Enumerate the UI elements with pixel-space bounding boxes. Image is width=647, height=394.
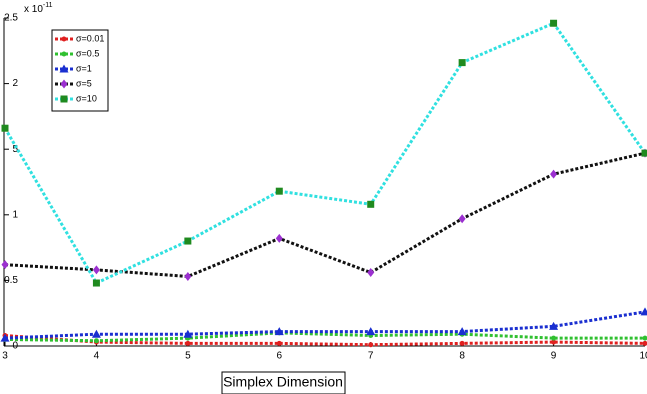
- marker: [459, 340, 465, 346]
- marker: [549, 321, 559, 330]
- y-multiplier-base: x 10: [24, 4, 43, 15]
- marker: [92, 279, 100, 287]
- legend-label: σ=10: [76, 93, 97, 103]
- marker: [60, 79, 68, 89]
- x-tick-label: 5: [185, 351, 191, 362]
- marker: [93, 338, 99, 344]
- marker: [1, 260, 9, 270]
- marker: [641, 149, 647, 157]
- marker: [642, 340, 647, 346]
- marker: [551, 335, 557, 341]
- marker: [367, 200, 375, 208]
- marker: [183, 329, 193, 338]
- marker: [274, 327, 284, 336]
- marker: [185, 340, 191, 346]
- marker: [276, 340, 282, 346]
- marker: [642, 335, 647, 341]
- marker: [92, 265, 100, 275]
- y-tick-label: 2: [12, 78, 18, 89]
- marker: [550, 19, 558, 27]
- marker: [1, 124, 9, 132]
- x-label-box: [221, 371, 346, 394]
- y-tick-label: 0: [12, 341, 18, 352]
- x-tick-label: 4: [94, 351, 100, 362]
- marker: [640, 307, 647, 316]
- marker: [457, 327, 467, 336]
- series-line: [4, 310, 646, 340]
- marker: [550, 169, 558, 179]
- series: [1, 148, 647, 281]
- marker: [0, 333, 10, 342]
- marker: [61, 36, 67, 42]
- series: [0, 307, 647, 342]
- x-tick-label: 10: [639, 351, 647, 362]
- marker: [366, 327, 376, 336]
- legend-label: σ=0.01: [76, 33, 104, 43]
- legend: σ=0.01 σ=0.5 σ=1 σ=5 σ=10: [51, 29, 109, 112]
- marker: [551, 339, 557, 345]
- marker: [60, 95, 68, 103]
- legend-label: σ=0.5: [76, 48, 99, 58]
- marker: [368, 342, 374, 348]
- x-tick-label: 6: [277, 351, 283, 362]
- series-line: [3, 21, 647, 285]
- x-tick-label: 9: [551, 351, 557, 362]
- y-tick-label: 0.5: [4, 275, 18, 286]
- y-tick-label: 2.5: [4, 13, 18, 24]
- marker: [61, 51, 67, 57]
- series: [1, 19, 647, 287]
- series-line: [4, 331, 645, 343]
- y-tick-label: 5: [12, 144, 18, 155]
- marker: [458, 214, 466, 224]
- x-label: Simplex Dimension: [223, 374, 343, 390]
- marker: [458, 59, 466, 67]
- marker: [275, 233, 283, 243]
- y-multiplier-exp: -11: [43, 2, 53, 9]
- x-tick-label: 3: [2, 351, 8, 362]
- y-tick-label: 1: [12, 209, 18, 220]
- marker: [184, 237, 192, 245]
- marker: [184, 271, 192, 281]
- marker: [367, 268, 375, 278]
- legend-label: σ=5: [76, 78, 92, 88]
- series-line: [4, 151, 646, 278]
- x-tick-label: 7: [368, 351, 374, 362]
- legend-label: σ=1: [76, 63, 92, 73]
- series-line: [4, 334, 646, 347]
- y-multiplier: x 10-11: [24, 2, 53, 15]
- marker: [91, 329, 101, 338]
- marker: [275, 187, 283, 195]
- marker: [59, 64, 69, 73]
- x-tick-label: 8: [459, 351, 465, 362]
